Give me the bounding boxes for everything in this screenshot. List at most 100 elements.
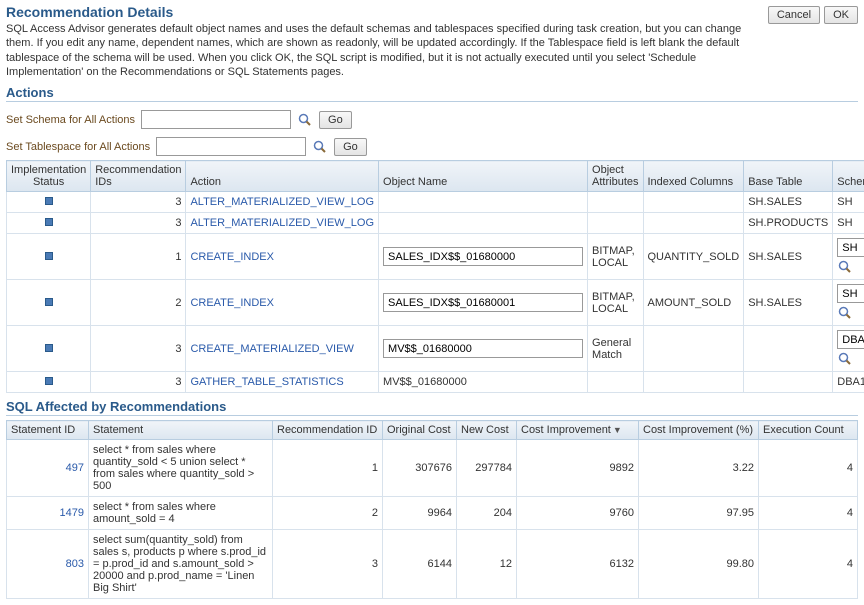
- schema-input[interactable]: [837, 284, 864, 303]
- cost-imp-pct-cell: 97.95: [639, 497, 759, 530]
- table-row: 3 CREATE_MATERIALIZED_VIEW General Match: [7, 326, 864, 372]
- idx-cols-cell: [643, 372, 744, 393]
- col-new[interactable]: New Cost: [457, 421, 517, 440]
- table-row: 803 select sum(quantity_sold) from sales …: [7, 530, 858, 599]
- base-table-cell: [744, 372, 833, 393]
- col-obj-attrs[interactable]: Object Attributes: [588, 161, 643, 192]
- statement-cell: select sum(quantity_sold) from sales s, …: [89, 530, 273, 599]
- statement-id-link[interactable]: 1479: [60, 507, 84, 519]
- page-description: SQL Access Advisor generates default obj…: [6, 22, 760, 79]
- schema-text: SH: [837, 196, 852, 208]
- col-exec[interactable]: Execution Count: [759, 421, 858, 440]
- statement-cell: select * from sales where amount_sold = …: [89, 497, 273, 530]
- status-indicator: [45, 252, 53, 260]
- action-link[interactable]: CREATE_INDEX: [190, 251, 274, 263]
- action-link[interactable]: CREATE_INDEX: [190, 297, 274, 309]
- col-imp-pct[interactable]: Cost Improvement (%): [639, 421, 759, 440]
- exec-count-cell: 4: [759, 530, 858, 599]
- search-icon[interactable]: [297, 112, 313, 128]
- idx-cols-cell: QUANTITY_SOLD: [643, 234, 744, 280]
- exec-count-cell: 4: [759, 497, 858, 530]
- base-table-cell: [744, 326, 833, 372]
- col-obj-name[interactable]: Object Name: [379, 161, 588, 192]
- col-rec-ids[interactable]: Recommendation IDs: [91, 161, 186, 192]
- recommendations-table: Implementation Status Recommendation IDs…: [6, 160, 864, 393]
- cost-imp-cell: 9760: [517, 497, 639, 530]
- action-link[interactable]: ALTER_MATERIALIZED_VIEW_LOG: [190, 217, 374, 229]
- search-icon[interactable]: [837, 305, 853, 321]
- base-table-cell: SH.PRODUCTS: [744, 213, 833, 234]
- col-imp[interactable]: Cost Improvement▼: [517, 421, 639, 440]
- rec-id-cell: 1: [91, 234, 186, 280]
- cost-imp-cell: 6132: [517, 530, 639, 599]
- status-indicator: [45, 218, 53, 226]
- cancel-button[interactable]: Cancel: [768, 6, 820, 24]
- schema-input[interactable]: [837, 330, 864, 349]
- orig-cost-cell: 9964: [383, 497, 457, 530]
- rec-id-cell: 3: [273, 530, 383, 599]
- set-schema-label: Set Schema for All Actions: [6, 114, 135, 126]
- set-tablespace-input[interactable]: [156, 137, 306, 156]
- sort-desc-icon: ▼: [613, 425, 622, 435]
- rec-id-cell: 3: [91, 372, 186, 393]
- statement-id-link[interactable]: 803: [66, 558, 84, 570]
- cost-imp-cell: 9892: [517, 440, 639, 497]
- tablespace-go-button[interactable]: Go: [334, 138, 367, 156]
- base-table-cell: SH.SALES: [744, 234, 833, 280]
- cost-imp-pct-cell: 3.22: [639, 440, 759, 497]
- rec-id-cell: 2: [273, 497, 383, 530]
- object-name-input[interactable]: [383, 293, 583, 312]
- col-orig[interactable]: Original Cost: [383, 421, 457, 440]
- table-row: 3ALTER_MATERIALIZED_VIEW_LOGSH.SALESSH: [7, 192, 864, 213]
- actions-heading: Actions: [6, 85, 858, 102]
- search-icon[interactable]: [312, 139, 328, 155]
- schema-text: SH: [837, 217, 852, 229]
- col-idx-cols[interactable]: Indexed Columns: [643, 161, 744, 192]
- statement-cell: select * from sales where quantity_sold …: [89, 440, 273, 497]
- base-table-cell: SH.SALES: [744, 280, 833, 326]
- rec-id-cell: 3: [91, 192, 186, 213]
- obj-attrs-cell: [588, 372, 643, 393]
- object-name-text: MV$$_01680000: [383, 376, 467, 388]
- orig-cost-cell: 307676: [383, 440, 457, 497]
- obj-attrs-cell: General Match: [588, 326, 643, 372]
- search-icon[interactable]: [837, 259, 853, 275]
- ok-button[interactable]: OK: [824, 6, 858, 24]
- table-row: 1CREATE_INDEXBITMAP, LOCALQUANTITY_SOLDS…: [7, 234, 864, 280]
- rec-id-cell: 3: [91, 326, 186, 372]
- col-base-table[interactable]: Base Table: [744, 161, 833, 192]
- table-row: 3 GATHER_TABLE_STATISTICS MV$$_01680000 DBA…: [7, 372, 864, 393]
- obj-attrs-cell: BITMAP, LOCAL: [588, 280, 643, 326]
- idx-cols-cell: AMOUNT_SOLD: [643, 280, 744, 326]
- col-action[interactable]: Action: [186, 161, 379, 192]
- obj-attrs-cell: [588, 213, 643, 234]
- statement-id-link[interactable]: 497: [66, 462, 84, 474]
- schema-text: DBA1: [837, 376, 864, 388]
- set-schema-input[interactable]: [141, 110, 291, 129]
- col-stmt[interactable]: Statement: [89, 421, 273, 440]
- table-row: 497 select * from sales where quantity_so…: [7, 440, 858, 497]
- object-name-input[interactable]: [383, 339, 583, 358]
- sql-heading: SQL Affected by Recommendations: [6, 399, 858, 416]
- col-status[interactable]: Implementation Status: [7, 161, 91, 192]
- exec-count-cell: 4: [759, 440, 858, 497]
- page-title: Recommendation Details: [6, 4, 760, 20]
- schema-go-button[interactable]: Go: [319, 111, 352, 129]
- action-link[interactable]: ALTER_MATERIALIZED_VIEW_LOG: [190, 196, 374, 208]
- table-row: 3ALTER_MATERIALIZED_VIEW_LOGSH.PRODUCTSS…: [7, 213, 864, 234]
- rec-id-cell: 2: [91, 280, 186, 326]
- object-name-input[interactable]: [383, 247, 583, 266]
- orig-cost-cell: 6144: [383, 530, 457, 599]
- idx-cols-cell: [643, 326, 744, 372]
- action-link[interactable]: GATHER_TABLE_STATISTICS: [190, 376, 343, 388]
- schema-input[interactable]: [837, 238, 864, 257]
- col-stmt-id[interactable]: Statement ID: [7, 421, 89, 440]
- idx-cols-cell: [643, 213, 744, 234]
- rec-id-cell: 1: [273, 440, 383, 497]
- col-schema[interactable]: Schema▼: [833, 161, 864, 192]
- action-link[interactable]: CREATE_MATERIALIZED_VIEW: [190, 343, 353, 355]
- idx-cols-cell: [643, 192, 744, 213]
- search-icon[interactable]: [837, 351, 853, 367]
- status-indicator: [45, 197, 53, 205]
- col-rec-id[interactable]: Recommendation ID: [273, 421, 383, 440]
